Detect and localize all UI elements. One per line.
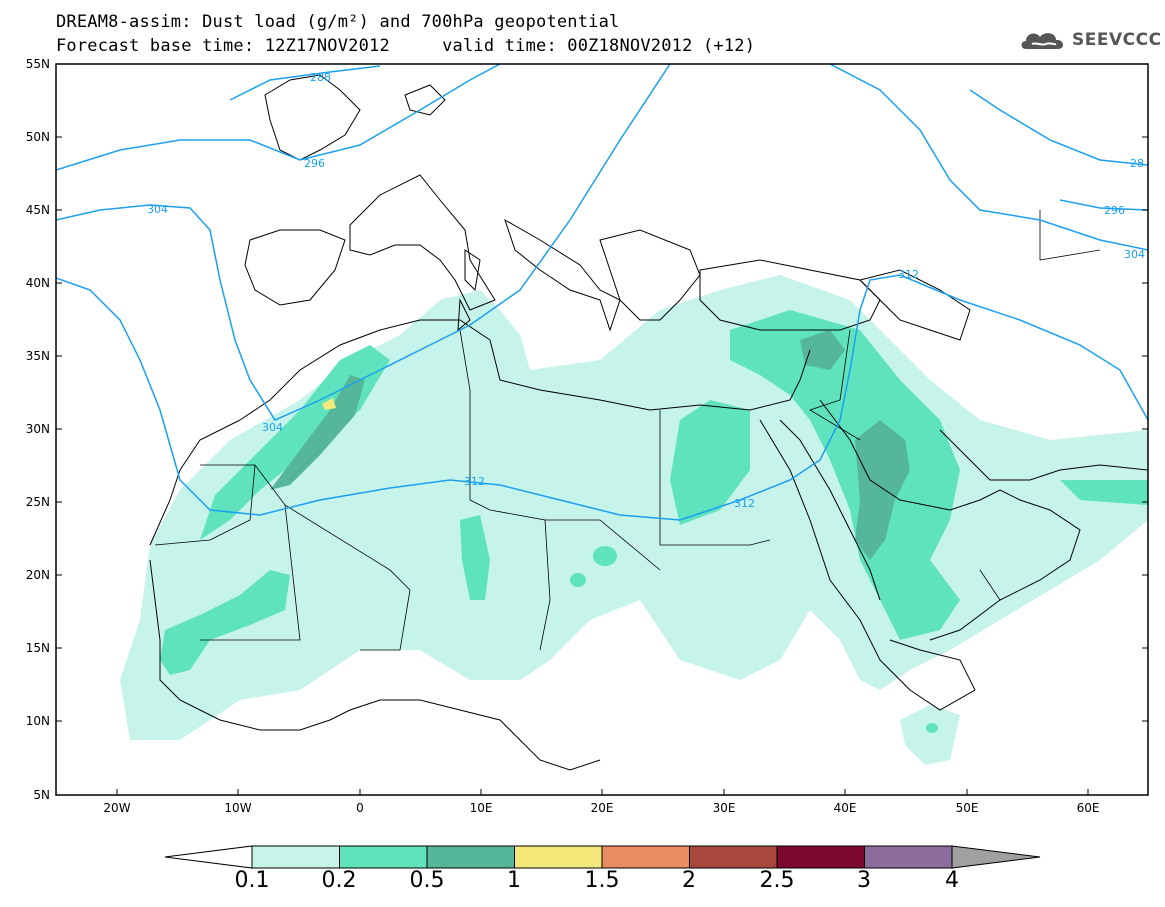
contour-labels: 288 296 304 304 312 312 312 28 296 304 (147, 71, 1145, 510)
contour-label: 312 (734, 497, 755, 510)
geopotential-contours (56, 64, 1148, 521)
cloud-icon (1021, 33, 1064, 49)
contour-label: 312 (898, 268, 919, 281)
colorbar-label: 2 (682, 868, 696, 893)
lon-label: 40E (833, 801, 857, 815)
contour-label: 304 (1124, 248, 1145, 261)
dust-region-0-1-somalia (900, 705, 960, 765)
lon-label: 60E (1076, 801, 1100, 815)
lon-label: 20W (103, 801, 131, 815)
lat-label: 40N (25, 276, 50, 290)
country-borders (154, 210, 1101, 651)
colorbar-swatch (689, 845, 778, 869)
colorbar-swatch (776, 845, 865, 869)
contour-label: 304 (147, 203, 168, 216)
lat-label: 55N (25, 57, 50, 71)
lon-label: 50E (955, 801, 979, 815)
dust-region-0-2-west-africa (160, 570, 290, 675)
colorbar-swatch (514, 845, 603, 869)
lon-label: 0 (356, 801, 364, 815)
lat-label: 25N (25, 495, 50, 509)
dust-region-0-2-arabia (730, 310, 960, 640)
colorbar-swatch (339, 845, 428, 869)
lat-label: 45N (25, 203, 50, 217)
dust-region-1 (322, 398, 336, 410)
map-ticks (56, 136, 1148, 795)
colorbar-label: 0.2 (321, 868, 357, 893)
lon-label: 30E (712, 801, 736, 815)
dust-region-0-2-chad (593, 546, 617, 566)
colorbar-label: 1.5 (584, 868, 620, 893)
dust-region-0-2-somalia (926, 723, 938, 733)
colorbar-label: 3 (857, 868, 871, 893)
contour-label: 288 (310, 71, 331, 84)
contour-label: 296 (304, 157, 325, 170)
colorbar-label: 1 (507, 868, 521, 893)
lon-label: 20E (590, 801, 614, 815)
seevccc-logo: SEEVCCC (1018, 27, 1162, 53)
dust-region-0-2-chad-2 (570, 573, 586, 587)
dust-region-0-2-egypt (670, 400, 750, 525)
lat-label: 20N (25, 568, 50, 582)
dust-region-0-2-gulf (1060, 480, 1148, 505)
colorbar-arrow-right (951, 845, 1041, 869)
lat-label: 5N (33, 788, 50, 802)
colorbar (164, 845, 1041, 869)
lat-label: 30N (25, 422, 50, 436)
colorbar-label: 4 (945, 868, 959, 893)
lon-label: 10E (469, 801, 493, 815)
contour-label: 28 (1130, 157, 1144, 170)
colorbar-swatch (864, 845, 953, 869)
colorbar-swatch (601, 845, 690, 869)
contour-label: 296 (1104, 204, 1125, 217)
lat-label: 15N (25, 641, 50, 655)
dust-region-0-5-arabia (855, 420, 910, 560)
colorbar-swatch (426, 845, 515, 869)
coastlines (149, 74, 1148, 771)
colorbar-arrow-left (164, 845, 253, 869)
map-title: DREAM8-assim: Dust load (g/m²) and 700hP… (56, 12, 620, 32)
lon-label: 10W (224, 801, 252, 815)
contour-label: 304 (262, 421, 283, 434)
lat-label: 10N (25, 714, 50, 728)
contour-label: 312 (464, 475, 485, 488)
dust-region-0-5-morocco (270, 375, 365, 490)
lat-label: 50N (25, 130, 50, 144)
logo-text: SEEVCCC (1072, 30, 1162, 50)
lat-label: 35N (25, 349, 50, 363)
dust-region-0-1 (120, 275, 1148, 740)
colorbar-swatch (251, 845, 340, 869)
dust-region-0-5-syria (800, 330, 845, 370)
forecast-time-info: Forecast base time: 12Z17NOV2012 valid t… (56, 36, 756, 56)
colorbar-label: 2.5 (759, 868, 795, 893)
colorbar-label: 0.1 (234, 868, 270, 893)
colorbar-label: 0.5 (409, 868, 445, 893)
dust-region-0-2-libya (460, 515, 490, 600)
